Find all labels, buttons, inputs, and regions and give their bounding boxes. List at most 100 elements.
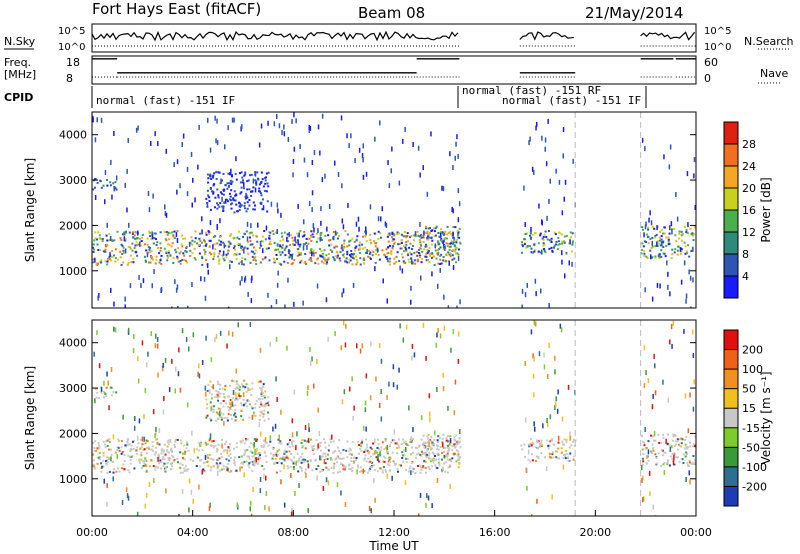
noise-echo	[527, 449, 530, 455]
echo-cell	[457, 253, 460, 256]
noise-echo	[198, 484, 200, 490]
noise-echo	[644, 427, 646, 432]
echo-cell	[184, 452, 187, 455]
noise-echo	[533, 392, 535, 398]
noise-echo	[559, 323, 562, 329]
echo-cell	[237, 384, 240, 387]
echo-cell	[407, 240, 410, 243]
echo-cell	[279, 470, 282, 473]
echo-cell	[208, 439, 211, 442]
echo-cell	[288, 445, 291, 448]
echo-cell	[164, 453, 167, 456]
noise-echo	[442, 386, 445, 392]
echo-cell	[218, 243, 221, 246]
echo-cell	[143, 462, 146, 465]
freq-strip-frame	[91, 55, 697, 85]
noise-echo	[531, 514, 533, 516]
echo-cell	[123, 454, 126, 456]
echo-cell	[98, 237, 101, 240]
echo-cell	[233, 248, 236, 251]
echo-cell	[267, 171, 270, 174]
noise-echo	[368, 506, 371, 511]
echo-cell	[143, 448, 146, 451]
echo-cell	[173, 230, 176, 233]
echo-cell	[186, 441, 189, 444]
echo-cell	[377, 230, 380, 233]
echo-cell	[353, 462, 356, 464]
echo-cell	[309, 460, 312, 463]
echo-cell	[408, 261, 411, 264]
echo-cell	[217, 194, 220, 197]
echo-cell	[210, 253, 213, 256]
velocity-xlabel: Time UT	[368, 539, 419, 553]
echo-cell	[694, 435, 696, 438]
echo-cell	[338, 449, 340, 452]
echo-cell	[565, 234, 568, 237]
echo-cell	[260, 392, 263, 395]
noise-echo	[344, 502, 347, 507]
echo-cell	[330, 243, 333, 246]
echo-cell	[155, 258, 158, 261]
echo-cell	[191, 243, 194, 246]
echo-cell	[286, 262, 289, 264]
echo-cell	[227, 395, 230, 398]
noise-echo	[191, 202, 193, 208]
noise-echo	[168, 387, 171, 393]
echo-cell	[395, 255, 398, 258]
echo-cell	[104, 260, 107, 263]
date-title: 21/May/2014	[585, 4, 683, 22]
echo-cell	[262, 445, 265, 448]
noise-echo	[143, 414, 145, 420]
echo-cell	[342, 254, 345, 257]
echo-cell	[259, 457, 262, 459]
echo-cell	[222, 241, 225, 244]
echo-cell	[142, 465, 145, 467]
echo-cell	[257, 178, 260, 181]
echo-cell	[247, 399, 250, 402]
echo-cell	[292, 466, 295, 468]
echo-cell	[402, 460, 405, 463]
echo-cell	[138, 458, 141, 461]
noise-echo	[386, 444, 389, 450]
echo-cell	[450, 240, 453, 243]
echo-cell	[234, 199, 237, 202]
echo-cell	[561, 233, 564, 236]
echo-cell	[435, 466, 438, 469]
colorbar-swatch	[724, 188, 738, 210]
echo-cell	[216, 396, 219, 399]
echo-cell	[206, 173, 209, 176]
noise-echo	[126, 207, 128, 213]
noise-echo	[323, 459, 326, 464]
echo-cell	[641, 448, 644, 451]
echo-cell	[128, 231, 131, 234]
echo-cell	[122, 463, 125, 466]
echo-cell	[328, 244, 331, 247]
noise-echo	[554, 369, 556, 375]
echo-cell	[240, 462, 243, 465]
noise-echo	[365, 373, 368, 379]
echo-cell	[238, 209, 241, 211]
echo-cell	[415, 456, 418, 459]
noise-echo	[440, 232, 442, 238]
echo-cell	[355, 255, 358, 258]
echo-cell	[240, 441, 243, 444]
echo-cell	[105, 234, 108, 237]
echo-cell	[572, 240, 575, 243]
echo-cell	[179, 466, 182, 469]
echo-cell	[293, 259, 296, 262]
echo-cell	[396, 231, 399, 234]
echo-cell	[306, 440, 309, 443]
noise-echo	[380, 416, 383, 422]
echo-cell	[367, 457, 370, 460]
echo-cell	[106, 260, 109, 263]
echo-cell	[234, 456, 236, 459]
echo-cell	[312, 236, 315, 238]
echo-cell	[329, 248, 332, 251]
echo-cell	[452, 249, 454, 252]
noise-echo	[278, 123, 281, 129]
echo-cell	[218, 395, 221, 398]
noise-echo	[364, 400, 367, 406]
echo-cell	[239, 181, 242, 184]
echo-cell	[181, 245, 184, 248]
noise-echo	[290, 473, 292, 478]
